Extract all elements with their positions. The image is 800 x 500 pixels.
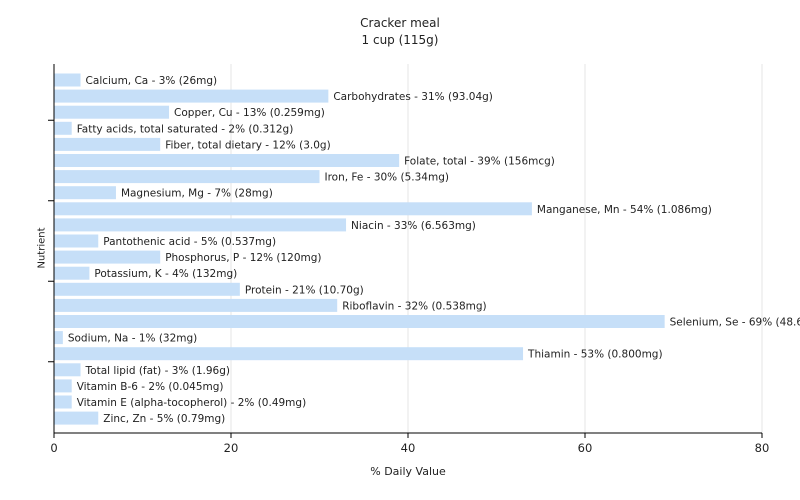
bar [54, 170, 320, 184]
bars [54, 73, 665, 425]
bar [54, 202, 532, 216]
bar-label: Vitamin B-6 - 2% (0.045mg) [77, 381, 224, 393]
bar [54, 121, 72, 135]
x-tick-label: 0 [50, 441, 57, 455]
bar [54, 73, 81, 87]
bar [54, 282, 240, 296]
bar [54, 186, 116, 200]
bar-label: Calcium, Ca - 3% (26mg) [86, 75, 218, 87]
bar [54, 250, 161, 264]
bar [54, 89, 329, 103]
x-tick-label: 80 [755, 441, 770, 455]
axes: 0 20 40 60 80 [48, 64, 769, 455]
bar-label: Iron, Fe - 30% (5.34mg) [325, 172, 449, 184]
bar [54, 347, 524, 361]
bar-label: Selenium, Se - 69% (48.6mcg) [670, 317, 800, 329]
bar-label: Sodium, Na - 1% (32mg) [68, 333, 197, 345]
bar-label: Vitamin E (alpha-tocopherol) - 2% (0.49m… [77, 397, 307, 409]
bar-label: Niacin - 33% (6.563mg) [351, 220, 476, 232]
bar [54, 379, 72, 393]
bar [54, 395, 72, 409]
bar-label: Potassium, K - 4% (132mg) [94, 268, 237, 280]
bar-label: Fiber, total dietary - 12% (3.0g) [165, 139, 330, 151]
bar-label: Magnesium, Mg - 7% (28mg) [121, 188, 273, 200]
bar-labels: Calcium, Ca - 3% (26mg) Carbohydrates - 3… [68, 75, 800, 425]
bar [54, 218, 347, 232]
x-tick-label: 60 [578, 441, 593, 455]
bar [54, 315, 665, 328]
bar-label: Pantothenic acid - 5% (0.537mg) [103, 236, 276, 248]
x-tick-label: 20 [224, 441, 239, 455]
bar-label: Zinc, Zn - 5% (0.79mg) [103, 413, 225, 425]
grid-lines [230, 64, 763, 433]
bar [54, 154, 400, 167]
bar-label: Fatty acids, total saturated - 2% (0.312… [77, 123, 294, 135]
bar [54, 266, 90, 280]
chart-subtitle: 1 cup (115g) [361, 33, 439, 47]
x-axis-label: % Daily Value [370, 465, 446, 478]
chart-title: Cracker meal [360, 16, 440, 30]
bar [54, 234, 99, 248]
bar-label: Folate, total - 39% (156mcg) [404, 156, 555, 168]
bar-label: Phosphorus, P - 12% (120mg) [165, 252, 321, 264]
bar [54, 363, 81, 377]
bar-label: Carbohydrates - 31% (93.04g) [333, 91, 493, 103]
bar-label: Protein - 21% (10.70g) [245, 284, 364, 296]
bar [54, 331, 63, 345]
bar [54, 298, 338, 312]
bar-label: Thiamin - 53% (0.800mg) [527, 349, 663, 361]
bar-label: Riboflavin - 32% (0.538mg) [342, 300, 486, 312]
bar [54, 411, 99, 425]
x-tick-label: 40 [401, 441, 416, 455]
bar [54, 105, 170, 119]
bar-label: Total lipid (fat) - 3% (1.96g) [85, 365, 230, 377]
bar-label: Manganese, Mn - 54% (1.086mg) [537, 204, 712, 216]
bar [54, 137, 161, 151]
bar-label: Copper, Cu - 13% (0.259mg) [174, 107, 325, 119]
